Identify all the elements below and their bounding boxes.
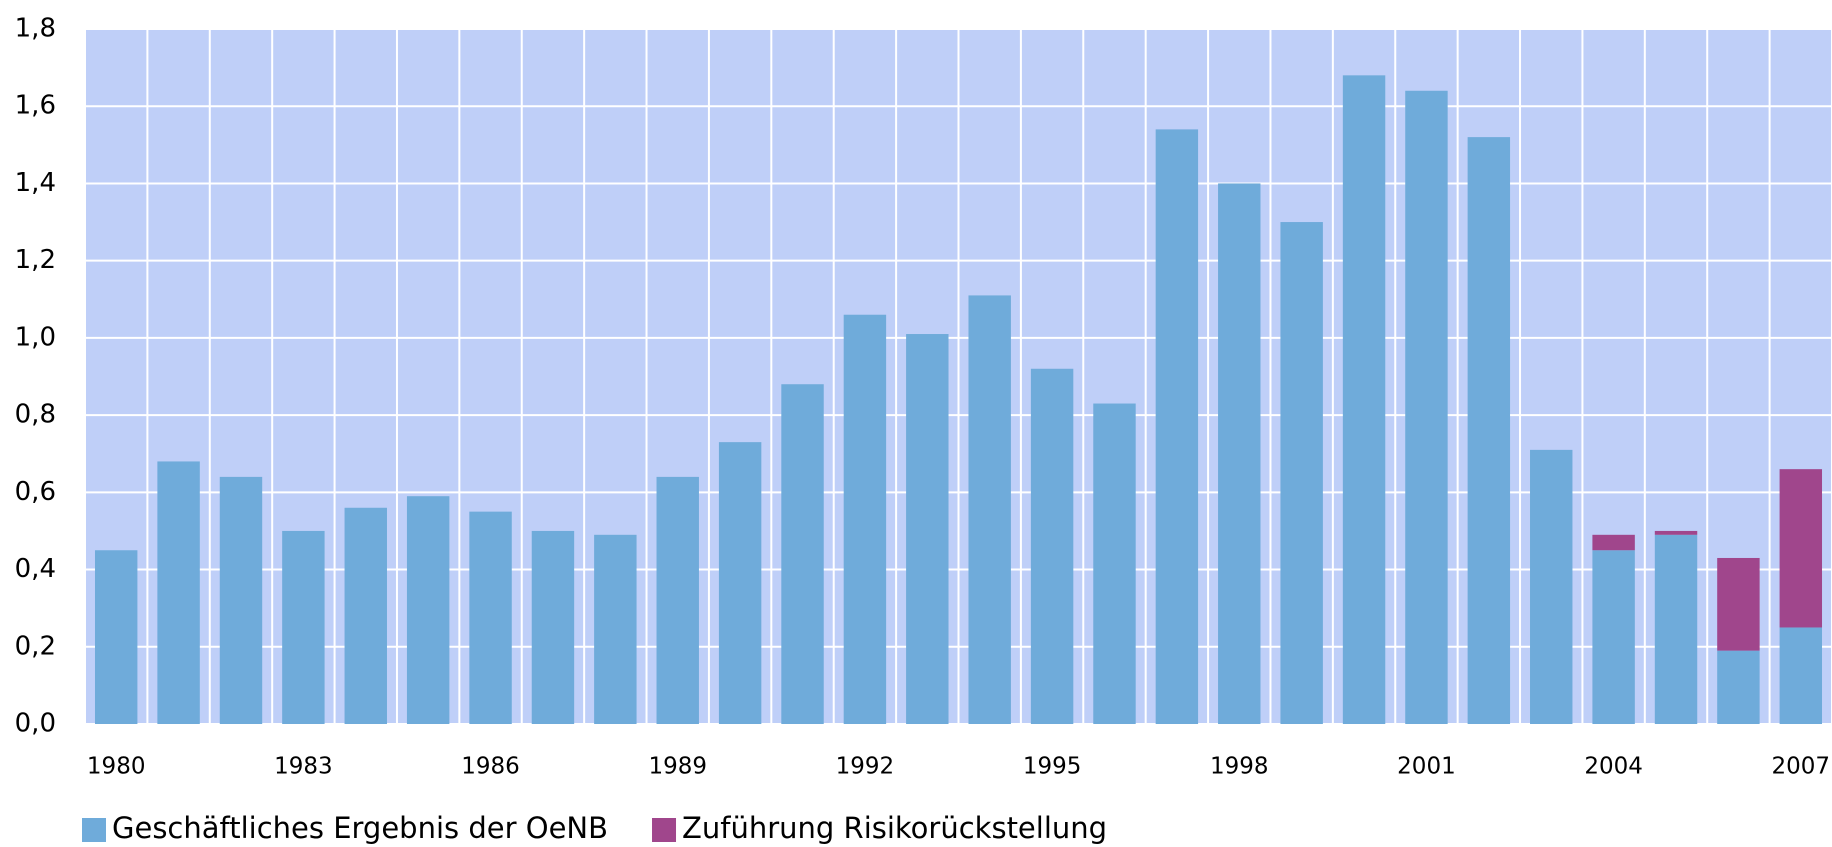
bar-segment xyxy=(906,334,949,724)
bar-segment xyxy=(157,461,200,724)
bar-segment xyxy=(1342,75,1386,725)
x-tick-label: 1989 xyxy=(648,754,707,780)
bar-segment xyxy=(282,530,325,724)
bar-segment xyxy=(1155,129,1199,724)
bar-segment xyxy=(1405,90,1448,725)
x-tick-label: 2004 xyxy=(1584,754,1643,780)
y-tick-label: 0,8 xyxy=(15,400,56,430)
bar-segment xyxy=(1654,534,1698,724)
bar-segment xyxy=(1654,530,1698,535)
bar-segment xyxy=(968,295,1011,724)
x-tick-label: 1995 xyxy=(1023,754,1082,780)
bar-segment xyxy=(656,476,699,724)
bar-segment xyxy=(219,476,263,724)
bar-segment xyxy=(1093,403,1136,724)
x-tick-label: 2007 xyxy=(1772,754,1831,780)
x-tick-label: 1998 xyxy=(1210,754,1269,780)
y-tick-label: 1,8 xyxy=(15,14,56,44)
bar-segment xyxy=(1467,137,1511,725)
bar-segment xyxy=(1717,650,1760,724)
bar-segment xyxy=(406,496,450,724)
bar-segment xyxy=(531,530,575,724)
bar-segment xyxy=(718,442,762,724)
x-tick-label: 1986 xyxy=(461,754,520,780)
bar-segment xyxy=(469,511,512,724)
y-tick-label: 0,4 xyxy=(15,554,56,584)
bar-segment xyxy=(1779,627,1823,724)
y-tick-label: 1,2 xyxy=(15,245,56,275)
bar-segment xyxy=(1530,449,1573,724)
bar-segment xyxy=(1280,222,1323,725)
legend-label: Geschäftliches Ergebnis der OeNB xyxy=(112,811,608,845)
x-tick-label: 2001 xyxy=(1397,754,1456,780)
bar-segment xyxy=(843,314,887,724)
y-tick-label: 1,6 xyxy=(15,91,56,121)
bar-segment xyxy=(1592,550,1635,724)
y-tick-label: 0,0 xyxy=(15,709,56,739)
legend-label: Zuführung Risikorückstellung xyxy=(682,811,1107,845)
bar-segment xyxy=(1717,557,1760,651)
bar-segment xyxy=(1592,534,1635,551)
bar-segment xyxy=(1030,368,1074,724)
bar-segment xyxy=(1779,469,1823,628)
y-tick-label: 1,0 xyxy=(15,322,56,352)
y-tick-label: 0,2 xyxy=(15,631,56,661)
bar-segment xyxy=(94,550,138,724)
y-tick-label: 1,4 xyxy=(15,168,56,198)
bar-segment xyxy=(781,384,824,724)
bar-segment xyxy=(1218,183,1261,724)
x-tick-label: 1983 xyxy=(274,754,333,780)
bar-segment xyxy=(344,507,387,724)
y-tick-label: 0,6 xyxy=(15,477,56,507)
x-tick-label: 1992 xyxy=(836,754,895,780)
legend-swatch xyxy=(82,818,106,842)
bar-segment xyxy=(594,534,637,724)
legend-swatch xyxy=(652,818,677,842)
x-tick-label: 1980 xyxy=(87,754,146,780)
